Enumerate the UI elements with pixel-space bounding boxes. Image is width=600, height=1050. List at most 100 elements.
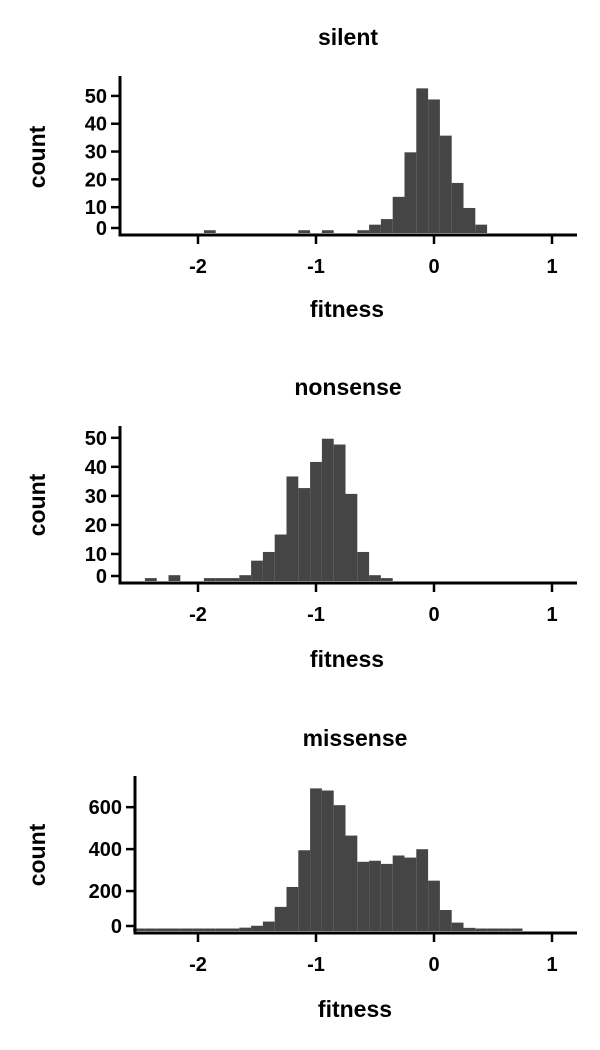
histogram-bar <box>168 575 181 581</box>
x-tick-label: -1 <box>307 256 325 278</box>
histogram-bar <box>475 224 488 233</box>
panel-title: silent <box>318 24 378 50</box>
y-tick-label: 30 <box>85 142 107 164</box>
y-axis-label: count <box>24 473 50 536</box>
y-tick-label: 30 <box>85 486 107 508</box>
histogram-bar <box>380 578 393 581</box>
y-tick-label: 600 <box>89 797 122 819</box>
y-tick-label: 0 <box>96 218 107 240</box>
histogram-bar <box>144 928 157 931</box>
y-tick-label: 20 <box>85 169 107 191</box>
histogram-bar <box>144 578 157 581</box>
y-tick-label: 40 <box>85 114 107 136</box>
x-tick-label: -1 <box>307 604 325 626</box>
axes-spine <box>133 776 577 935</box>
histogram-bar <box>215 928 228 931</box>
histogram-bar <box>192 928 204 931</box>
x-tick-label: 0 <box>428 604 439 626</box>
x-axis-label: fitness <box>318 996 392 1022</box>
histogram-bar <box>251 925 263 931</box>
histogram-bar <box>274 906 287 931</box>
histogram-bar <box>451 922 464 931</box>
histogram-bar <box>180 928 193 931</box>
histogram-bar <box>428 880 440 931</box>
panel-missense: missense -2 -1 0 1 0 200 400 600 fitness count <box>24 725 577 1022</box>
y-axis-label: count <box>24 125 50 188</box>
x-tick-label: 0 <box>428 954 439 976</box>
histogram-bar <box>510 928 523 931</box>
histogram-bar <box>203 928 216 931</box>
histogram-bar <box>345 493 358 581</box>
histogram-bar <box>203 230 216 233</box>
histogram-bar <box>262 921 275 931</box>
histogram-bar <box>357 230 370 233</box>
histogram-bar <box>380 219 393 233</box>
histogram-bar <box>345 835 358 931</box>
histogram-bar <box>487 928 499 931</box>
histogram-bar <box>298 488 311 581</box>
histogram-bar <box>439 910 452 931</box>
histogram-bar <box>451 182 464 233</box>
y-tick-label: 50 <box>85 86 107 108</box>
histogram-bar <box>310 788 322 931</box>
histogram-bar <box>333 805 346 931</box>
histogram-bar <box>333 444 346 581</box>
y-tick-label: 20 <box>85 515 107 537</box>
histogram-bar <box>133 928 145 931</box>
histogram-bar <box>498 928 511 931</box>
histogram-bar <box>274 534 287 581</box>
axes-spine <box>118 76 577 237</box>
y-tick-label: 40 <box>85 457 107 479</box>
histogram-bar <box>463 927 476 931</box>
panel-title: missense <box>303 725 408 751</box>
x-tick-label: -2 <box>189 256 207 278</box>
histogram-bar <box>416 88 429 233</box>
histogram-bar <box>463 207 476 233</box>
y-tick-label: 50 <box>85 428 107 450</box>
histogram-bar <box>262 551 275 581</box>
x-tick-label: -2 <box>189 954 207 976</box>
y-tick-label: 10 <box>85 197 107 219</box>
histogram-bar <box>215 578 228 581</box>
histogram-bar <box>239 927 252 931</box>
histogram-bar <box>392 196 405 233</box>
x-axis-label: fitness <box>310 296 384 322</box>
histogram-bar <box>156 928 169 931</box>
histogram-bar <box>369 224 381 233</box>
histogram-bar <box>321 790 334 931</box>
histogram-bar <box>439 135 452 233</box>
histogram-bar <box>380 863 393 931</box>
histogram-bar <box>251 560 263 581</box>
histogram-bar <box>369 575 381 581</box>
histogram-bar <box>286 886 299 931</box>
x-tick-label: 1 <box>546 256 557 278</box>
histogram-bar <box>404 857 417 931</box>
y-tick-label: 0 <box>96 566 107 588</box>
bars <box>203 88 488 233</box>
histogram-bar <box>227 928 240 931</box>
ticks: -2 -1 0 1 0 200 400 600 <box>89 797 558 976</box>
histogram-bar <box>239 575 252 581</box>
histogram-bar <box>428 99 440 233</box>
bars <box>144 438 393 581</box>
histogram-bar <box>310 461 322 581</box>
y-axis-label: count <box>24 823 50 886</box>
histogram-bar <box>227 578 240 581</box>
histogram-bar <box>286 476 299 581</box>
histogram-bar <box>404 152 417 233</box>
histogram-bar <box>357 551 370 581</box>
histogram-bar <box>369 860 381 931</box>
x-tick-label: 1 <box>546 954 557 976</box>
y-tick-label: 200 <box>89 881 122 903</box>
axes-spine <box>118 426 577 585</box>
histogram-bar <box>321 230 334 233</box>
histogram-bar <box>357 861 370 931</box>
histogram-bar <box>416 849 429 931</box>
y-tick-label: 10 <box>85 544 107 566</box>
bars <box>133 788 523 931</box>
